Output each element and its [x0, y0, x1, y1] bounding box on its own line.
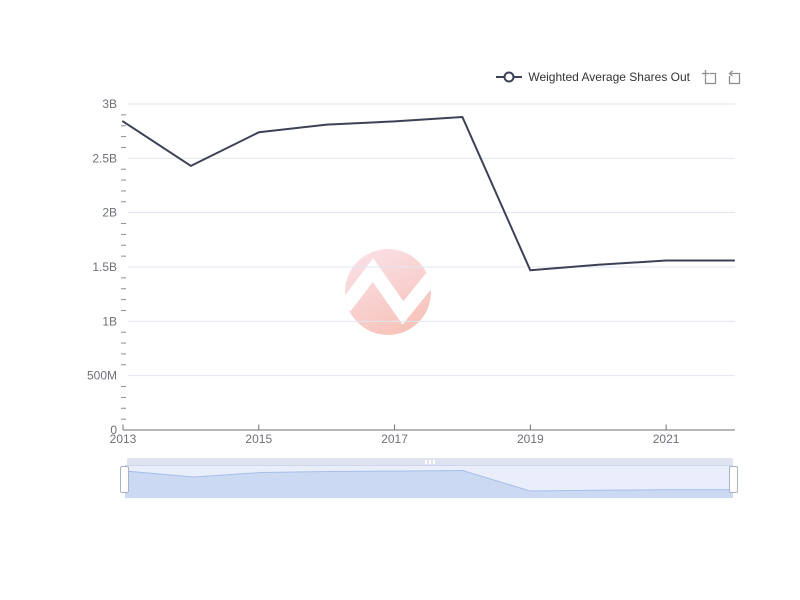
x-axis-tick-label: 2017	[381, 432, 408, 446]
y-axis-tick-label: 0	[110, 423, 117, 437]
y-axis-tick-label: 500M	[87, 369, 117, 383]
brand-watermark	[343, 247, 433, 337]
navigator-line	[126, 469, 732, 492]
restore-zoom-icon[interactable]	[725, 69, 742, 86]
main-chart: 0 500M 1B 1.5B 2B 2.5B 3B 2013 2015 2017 2019 2021	[87, 97, 735, 446]
y-axis-tick-label: 2.5B	[92, 151, 117, 165]
legend-toolbox-row: Weighted Average Shares Out	[496, 68, 742, 86]
x-axis-tick-label: 2019	[517, 432, 544, 446]
x-axis-tick-label: 2021	[653, 432, 680, 446]
y-axis-tick-label: 3B	[102, 97, 117, 111]
line-series-weighted-average-shares-out	[122, 116, 735, 272]
legend-line-marker-icon	[496, 71, 523, 83]
navigator-left-handle[interactable]	[120, 466, 129, 493]
navigator-move-bar[interactable]	[127, 458, 733, 465]
y-axis-tick-label: 1.5B	[92, 260, 117, 274]
navigator-area	[126, 470, 732, 497]
legend-item-weighted-average-shares-out[interactable]: Weighted Average Shares Out	[496, 70, 690, 84]
x-axis: 2013 2015 2017 2019 2021	[110, 424, 735, 446]
box-zoom-icon[interactable]	[701, 69, 718, 86]
navigator-track[interactable]	[125, 465, 733, 498]
navigator-grip-icon	[429, 459, 431, 464]
y-axis-tick-label: 1B	[102, 314, 117, 328]
navigator-right-handle[interactable]	[729, 466, 738, 493]
navigator-grip-icon	[433, 459, 435, 464]
x-axis-tick-label: 2013	[110, 432, 137, 446]
navigator-mini-chart	[126, 469, 732, 497]
gridlines	[128, 103, 735, 377]
navigator-grip-icon	[425, 459, 427, 464]
y-axis: 0 500M 1B 1.5B 2B 2.5B 3B	[87, 97, 126, 437]
y-axis-tick-label: 2B	[102, 206, 117, 220]
brand-logo-n-zigzag-icon	[345, 249, 431, 335]
series-line	[122, 116, 735, 272]
legend-label: Weighted Average Shares Out	[528, 70, 690, 84]
x-axis-tick-label: 2015	[245, 432, 272, 446]
toolbox	[701, 69, 742, 86]
